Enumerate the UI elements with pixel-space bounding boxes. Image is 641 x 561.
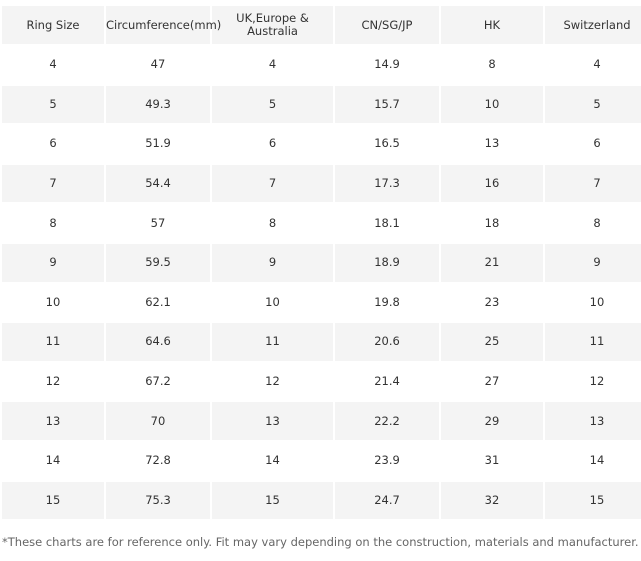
table-row: 12 67.2 12 21.4 27 12 bbox=[2, 363, 641, 401]
table-cell: 22.2 bbox=[335, 402, 439, 440]
table-cell: 54.4 bbox=[106, 164, 210, 203]
ring-size-table: Ring Size Circumference(mm) UK,Europe & Au… bbox=[0, 4, 641, 521]
table-cell: 24.7 bbox=[335, 481, 439, 520]
table-cell: 67.2 bbox=[145, 374, 171, 389]
table-cell: 10 bbox=[45, 294, 61, 309]
table-cell: 21 bbox=[441, 243, 543, 282]
header-cell: Circumference(mm) bbox=[106, 6, 221, 44]
table-cell: 75.3 bbox=[106, 481, 210, 520]
table-cell: 6 bbox=[593, 136, 601, 151]
table-cell: 47 bbox=[150, 57, 166, 72]
table-cell: 25 bbox=[441, 323, 543, 361]
table-cell: 13 bbox=[212, 402, 333, 440]
header-cell: Ring Size bbox=[2, 6, 104, 44]
table-row: 6 51.9 6 16.5 13 6 bbox=[2, 125, 641, 163]
footnote: *These charts are for reference only. Fi… bbox=[2, 535, 639, 549]
table-row: 10 62.1 10 19.8 23 10 bbox=[2, 284, 641, 322]
table-cell: 4 bbox=[49, 57, 57, 72]
table-cell: 72.8 bbox=[145, 453, 171, 468]
table-cell: 6 bbox=[49, 136, 57, 151]
table-cell: 11 bbox=[545, 323, 641, 361]
table-cell: 31 bbox=[484, 453, 500, 468]
table-cell: 12 bbox=[45, 374, 61, 389]
header-cell: CN/SG/JP bbox=[335, 6, 439, 44]
table-cell: 12 bbox=[589, 374, 605, 389]
header-cell: HK bbox=[441, 6, 543, 44]
table-cell: 5 bbox=[545, 85, 641, 124]
table-cell: 15 bbox=[212, 481, 333, 520]
table-row: 5 49.3 5 15.7 10 5 bbox=[2, 85, 641, 124]
table-cell: 7 bbox=[212, 164, 333, 203]
header-row: Ring Size Circumference(mm) UK,Europe & Au… bbox=[2, 6, 641, 44]
table-cell: 15 bbox=[2, 481, 104, 520]
table-cell: 7 bbox=[545, 164, 641, 203]
table-cell: 19.8 bbox=[374, 294, 400, 309]
table-row: 11 64.6 11 20.6 25 11 bbox=[2, 323, 641, 361]
table-cell: 9 bbox=[545, 243, 641, 282]
table-cell: 49.3 bbox=[106, 85, 210, 124]
header-cell: UK,Europe & Australia bbox=[212, 6, 333, 44]
table-cell: 27 bbox=[484, 374, 500, 389]
table-cell: 11 bbox=[212, 323, 333, 361]
table-row: 8 57 8 18.1 18 8 bbox=[2, 204, 641, 242]
table-cell: 13 bbox=[2, 402, 104, 440]
table-cell: 8 bbox=[49, 215, 57, 230]
table-cell: 10 bbox=[589, 294, 605, 309]
table-cell: 59.5 bbox=[106, 243, 210, 282]
table-cell: 18 bbox=[484, 215, 500, 230]
table-row: 15 75.3 15 24.7 32 15 bbox=[2, 481, 641, 520]
table-cell: 51.9 bbox=[145, 136, 171, 151]
table-cell: 14 bbox=[45, 453, 61, 468]
table-cell: 18.1 bbox=[374, 215, 400, 230]
table-cell: 57 bbox=[150, 215, 166, 230]
table-cell: 9 bbox=[212, 243, 333, 282]
table-cell: 16.5 bbox=[374, 136, 400, 151]
table-cell: 32 bbox=[441, 481, 543, 520]
table-cell: 14.9 bbox=[374, 57, 400, 72]
table-cell: 8 bbox=[488, 57, 496, 72]
table-cell: 17.3 bbox=[335, 164, 439, 203]
table-cell: 18.9 bbox=[335, 243, 439, 282]
table-cell: 16 bbox=[441, 164, 543, 203]
table-cell: 20.6 bbox=[335, 323, 439, 361]
table-cell: 4 bbox=[593, 57, 601, 72]
table-cell: 64.6 bbox=[106, 323, 210, 361]
table-cell: 13 bbox=[484, 136, 500, 151]
table-row: 14 72.8 14 23.9 31 14 bbox=[2, 442, 641, 480]
table-cell: 13 bbox=[545, 402, 641, 440]
table-cell: 12 bbox=[265, 374, 280, 389]
header-cell: Switzerland bbox=[545, 6, 641, 44]
table-row: 9 59.5 9 18.9 21 9 bbox=[2, 243, 641, 282]
table-cell: 8 bbox=[268, 215, 277, 230]
table-cell: 9 bbox=[2, 243, 104, 282]
table-body: 4 47 4 14.9 8 4 5 49.3 5 15.7 10 5 6 51.9 6 16.5 13 6 7 54.… bbox=[2, 46, 641, 520]
table-cell: 15.7 bbox=[335, 85, 439, 124]
table-row: 4 47 4 14.9 8 4 bbox=[2, 46, 641, 84]
table-cell: 11 bbox=[2, 323, 104, 361]
table-row: 13 70 13 22.2 29 13 bbox=[2, 402, 641, 440]
table-cell: 14 bbox=[589, 453, 605, 468]
table-cell: 70 bbox=[106, 402, 210, 440]
table-cell: 62.1 bbox=[145, 294, 171, 309]
table-cell: 5 bbox=[212, 85, 333, 124]
table-cell: 29 bbox=[441, 402, 543, 440]
table-cell: 6 bbox=[268, 136, 277, 151]
table-cell: 5 bbox=[2, 85, 104, 124]
table-cell: 8 bbox=[593, 215, 601, 230]
table-cell: 21.4 bbox=[374, 374, 400, 389]
table-cell: 10 bbox=[441, 85, 543, 124]
table-cell: 23 bbox=[484, 294, 500, 309]
table-row: 7 54.4 7 17.3 16 7 bbox=[2, 164, 641, 203]
table-cell: 23.9 bbox=[374, 453, 400, 468]
table-cell: 14 bbox=[265, 453, 280, 468]
table-cell: 7 bbox=[2, 164, 104, 203]
table-cell: 10 bbox=[265, 294, 280, 309]
table-cell: 4 bbox=[268, 57, 277, 72]
table-cell: 15 bbox=[545, 481, 641, 520]
